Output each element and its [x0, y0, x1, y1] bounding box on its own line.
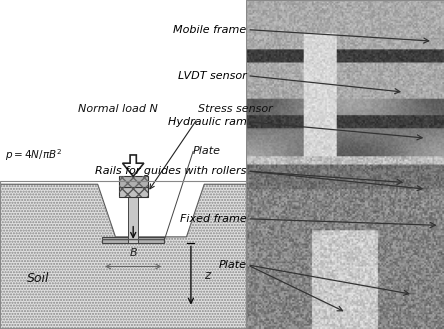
Text: Soil: Soil	[27, 271, 49, 285]
Bar	[128, 197, 138, 243]
Text: Plate: Plate	[218, 260, 246, 270]
FancyBboxPatch shape	[102, 237, 164, 243]
Text: Mobile frame: Mobile frame	[173, 25, 246, 35]
Text: LVDT sensor: LVDT sensor	[178, 71, 246, 81]
Text: Hydraulic ram: Hydraulic ram	[167, 117, 246, 127]
Bar	[0, 0, 246, 329]
Text: Rails for guides with rollers: Rails for guides with rollers	[95, 166, 246, 176]
Text: Fixed frame: Fixed frame	[180, 214, 246, 224]
Text: Normal load N: Normal load N	[78, 104, 158, 114]
Text: z: z	[204, 269, 210, 282]
Text: Plate: Plate	[193, 146, 221, 156]
Bar	[119, 176, 147, 187]
Bar	[0, 181, 246, 329]
Bar	[119, 187, 147, 197]
Text: Stress sensor: Stress sensor	[198, 104, 272, 114]
Polygon shape	[123, 155, 144, 176]
Bar	[119, 176, 147, 187]
Bar	[102, 237, 164, 243]
Text: $p=4N/\pi B^2$: $p=4N/\pi B^2$	[5, 147, 63, 163]
Text: B: B	[129, 248, 137, 258]
Bar	[119, 187, 147, 197]
Polygon shape	[0, 184, 246, 329]
